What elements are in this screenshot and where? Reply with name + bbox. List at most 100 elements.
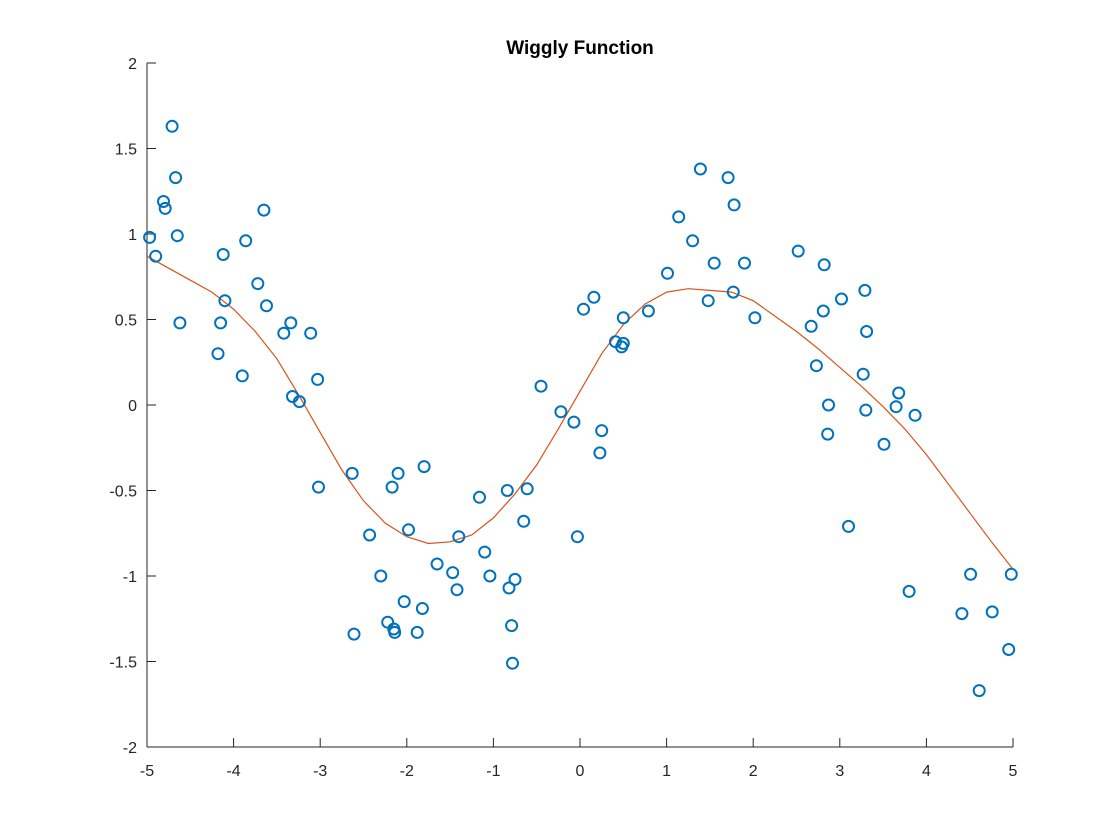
scatter-point (587, 290, 601, 304)
scatter-point (616, 336, 630, 350)
scatter-point (727, 198, 741, 212)
y-tick-label: -1.5 (109, 655, 137, 672)
scatter-point (430, 557, 444, 571)
scatter-point (889, 400, 903, 414)
scatter-point (169, 171, 183, 185)
scatter-point (410, 625, 424, 639)
x-tick-label: 4 (922, 763, 931, 780)
scatter-point (707, 256, 721, 270)
x-tick-label: 2 (749, 763, 758, 780)
y-tick-label: -2 (123, 740, 137, 757)
scatter-point (672, 210, 686, 224)
scatter-point (701, 294, 715, 308)
y-tick-label: 1 (128, 227, 137, 244)
scatter-point (570, 530, 584, 544)
scatter-point (858, 283, 872, 297)
scatter-point (892, 386, 906, 400)
scatter-point (791, 244, 805, 258)
scatter-point (517, 514, 531, 528)
scatter-point (964, 567, 978, 581)
x-tick-label: -2 (400, 763, 414, 780)
scatter-point (972, 684, 986, 698)
scatter-point (721, 171, 735, 185)
scatter-point (842, 519, 855, 533)
scatter-point (257, 203, 271, 217)
scatter-point (312, 480, 325, 494)
scatter-point (835, 292, 848, 306)
scatter-point (347, 627, 361, 641)
scatter-point (859, 403, 873, 417)
scatter-point (809, 359, 823, 373)
x-tick-label: 5 (1009, 763, 1018, 780)
scatter-point (374, 569, 388, 583)
scatter-point (239, 234, 253, 248)
scatter-point (822, 398, 835, 412)
scatter-point (877, 437, 891, 451)
scatter-point (593, 446, 607, 460)
scatter-point (165, 119, 179, 133)
y-tick-label: 0.5 (115, 313, 137, 330)
scatter-point (216, 248, 230, 261)
scatter-point (284, 316, 298, 330)
scatter-point (483, 569, 497, 583)
scatter-point (856, 367, 870, 381)
scatter-point (1002, 643, 1016, 656)
scatter-point (158, 201, 172, 215)
scatter-point (1004, 567, 1018, 581)
x-axis-ticks: -5 -4 -3 -2 -1 0 1 2 3 4 5 (140, 738, 1018, 780)
scatter-point (738, 256, 751, 270)
scatter-point (821, 427, 835, 441)
x-tick-label: 0 (576, 763, 585, 780)
scatter-point (235, 369, 249, 383)
scatter-point (277, 326, 291, 340)
scatter-point (292, 395, 306, 409)
scatter-point (908, 408, 922, 422)
scatter-point (170, 229, 184, 243)
scatter-point (143, 230, 157, 244)
scatter-point (402, 523, 415, 537)
series-layer (143, 119, 1018, 698)
scatter-point (641, 304, 655, 318)
scatter-point (506, 656, 519, 670)
scatter-point (415, 602, 429, 615)
scatter-point (726, 285, 740, 299)
scatter-point (616, 311, 630, 325)
x-tick-label: -3 (313, 763, 327, 780)
scatter-point (505, 619, 519, 633)
scatter-point (577, 302, 590, 316)
x-tick-label: 3 (835, 763, 844, 780)
y-axis-ticks: -2 -1.5 -1 -0.5 0 0.5 1 1.5 2 (109, 56, 156, 757)
scatter-point (748, 311, 762, 325)
scatter-point (955, 607, 969, 621)
scatter-point (902, 584, 916, 598)
scatter-point (661, 266, 674, 280)
scatter-point (218, 294, 232, 308)
scatter-point (251, 277, 265, 291)
scatter-point (214, 316, 228, 330)
scatter-point (985, 605, 999, 619)
scatter-point (397, 595, 411, 609)
fitted-curve (146, 255, 1014, 570)
scatter-point (311, 372, 325, 386)
y-tick-label: 0 (128, 398, 137, 415)
y-tick-label: 2 (128, 56, 137, 73)
scatter-point (860, 325, 874, 338)
scatter-point (816, 304, 830, 318)
scatter-point (554, 405, 568, 419)
scatter-point (567, 415, 581, 429)
scatter-point (260, 299, 273, 313)
scatter-point (211, 347, 225, 361)
x-tick-label: 1 (662, 763, 671, 780)
scatter-point (508, 572, 522, 586)
scatter-point (502, 581, 516, 595)
scatter-point (693, 162, 707, 176)
scatter-point (345, 466, 359, 480)
scatter-point (363, 528, 377, 542)
scatter-point (500, 484, 514, 497)
scatter-point (157, 195, 170, 208)
scatter-point (452, 530, 466, 544)
chart-title: Wiggly Function (506, 38, 654, 59)
x-tick-label: -4 (226, 763, 240, 780)
scatter-point (304, 326, 318, 340)
